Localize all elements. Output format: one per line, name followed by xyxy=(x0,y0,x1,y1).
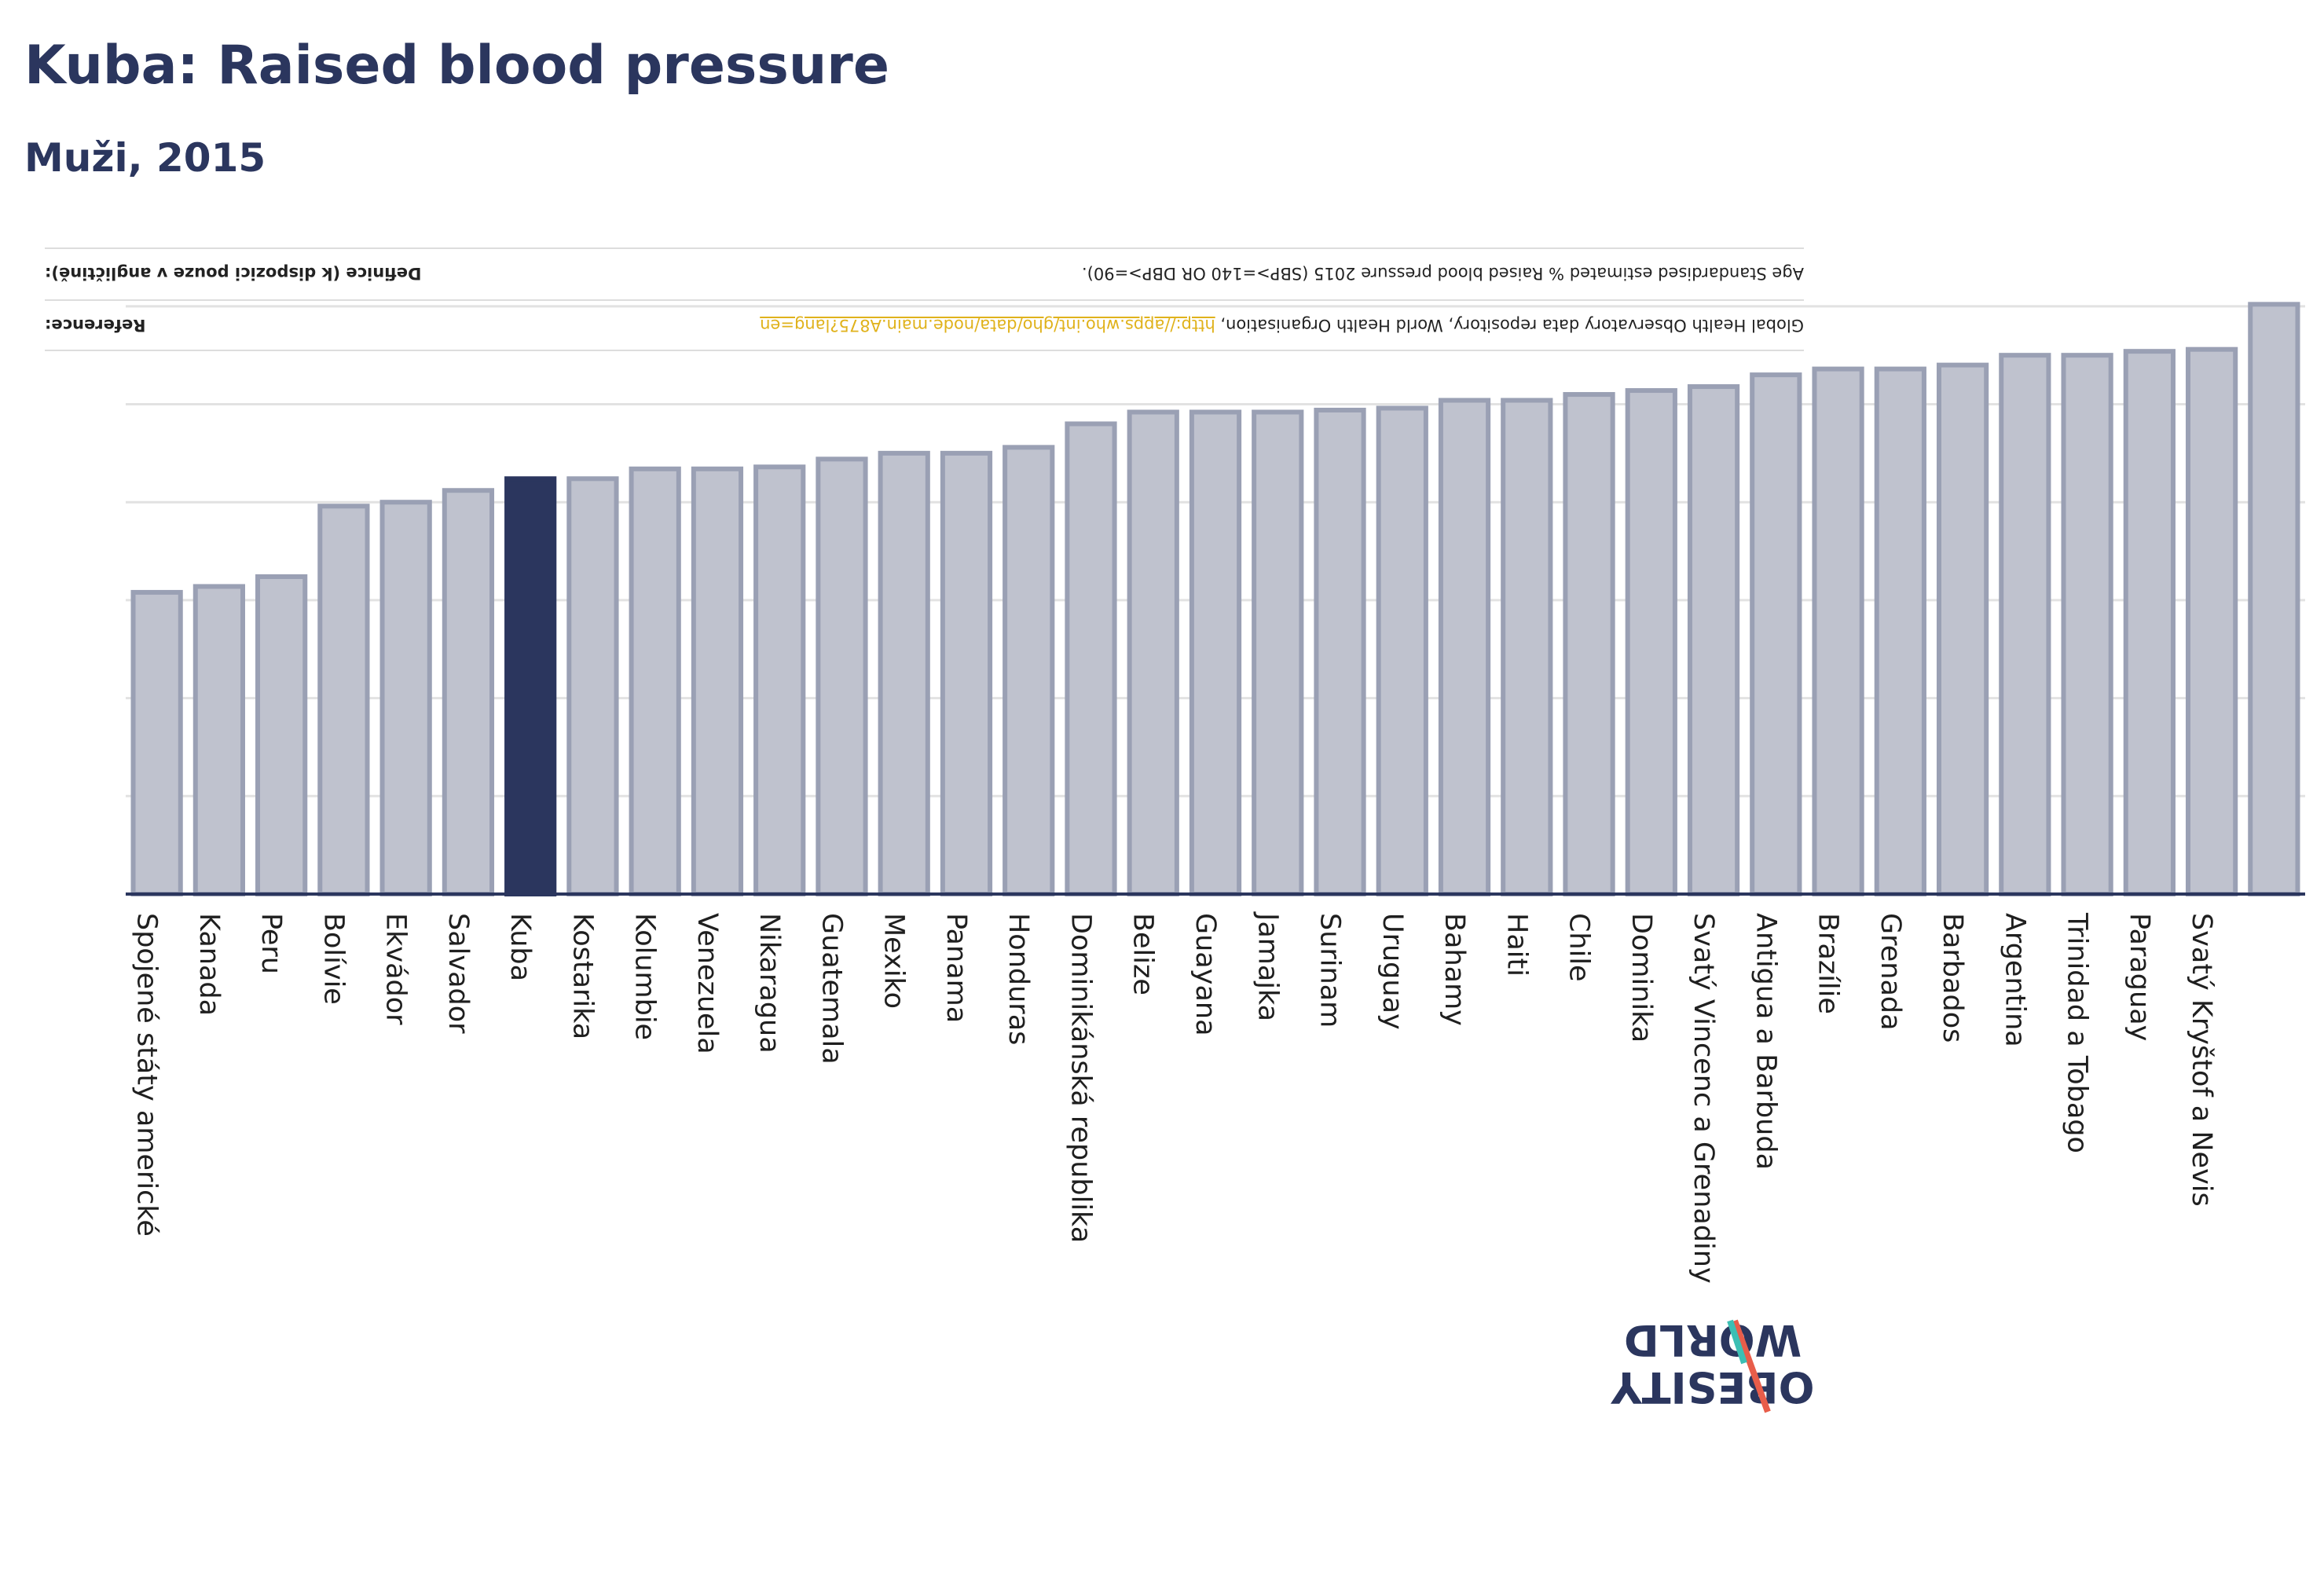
x-tick-label: Honduras xyxy=(1003,913,1034,1045)
bar xyxy=(566,476,619,896)
bar xyxy=(753,464,806,896)
bar xyxy=(1003,445,1055,896)
bar xyxy=(2061,353,2113,896)
x-tick-label: Antigua a Barbuda xyxy=(1750,913,1781,1170)
x-tick-label: Nikaragua xyxy=(753,913,785,1054)
bar xyxy=(1750,372,1802,896)
bar xyxy=(1314,407,1366,896)
x-tick-label: Argentina xyxy=(1999,913,2030,1047)
x-tick-label: Panama xyxy=(940,913,972,1023)
reference-label: Reference: xyxy=(45,316,146,335)
x-tick-label: Bolívie xyxy=(317,913,349,1005)
definition-text: Age Standardised estimated % Raised bloo… xyxy=(1082,264,1804,283)
bar xyxy=(940,450,993,896)
bar xyxy=(1252,409,1304,896)
x-tick-label: Paraguay xyxy=(2124,913,2155,1041)
definition-row: Age Standardised estimated % Raised bloo… xyxy=(45,248,1804,299)
x-tick-label: Svatý Kryštof a Nevis xyxy=(2186,913,2217,1207)
x-tick-label: Salvador xyxy=(442,913,474,1034)
bar-highlight xyxy=(504,476,557,896)
bar xyxy=(130,589,183,897)
x-tick-label: Belize xyxy=(1127,913,1159,995)
bar xyxy=(629,466,681,896)
bar xyxy=(1936,362,1989,896)
reference-text: Global Health Observatory data repositor… xyxy=(760,316,1804,335)
bar xyxy=(1065,421,1117,896)
x-tick-label: Dominika xyxy=(1626,913,1657,1043)
logo-slash-red xyxy=(1732,1319,1771,1413)
x-tick-label: Haiti xyxy=(1501,913,1532,977)
bar xyxy=(379,500,432,896)
x-tick-label: Trinidad a Tobago xyxy=(2062,912,2093,1153)
bar xyxy=(1812,366,1864,896)
bar xyxy=(2123,349,2176,897)
bar xyxy=(317,504,370,896)
logo-line2: WORLD xyxy=(1624,1316,1802,1365)
bar xyxy=(1438,398,1491,896)
x-tick-label: Venezuela xyxy=(691,913,723,1054)
bar xyxy=(1625,388,1677,897)
bar xyxy=(816,456,868,896)
x-tick-label: Svatý Vincenc a Grenadiny xyxy=(1688,913,1719,1284)
world-obesity-logo: OBESITY WORLD xyxy=(1611,1316,1815,1413)
logo-slash-teal xyxy=(1727,1319,1747,1365)
bar xyxy=(192,584,246,897)
bar xyxy=(1189,409,1242,896)
x-tick-label: Dominikánská republika xyxy=(1065,913,1096,1243)
x-tick-label: Jamajka xyxy=(1252,911,1283,1021)
bar xyxy=(878,450,930,896)
bar xyxy=(2185,346,2238,896)
x-tick-label: Kanada xyxy=(193,913,225,1016)
x-tick-label: Mexiko xyxy=(878,913,910,1009)
notes-panel: Global Health Observatory data repositor… xyxy=(45,248,1804,350)
reference-link[interactable]: http://apps.who.int/gho/data/node.main.A… xyxy=(760,316,1215,335)
x-tick-label: Bahamy xyxy=(1439,913,1470,1026)
x-tick-label: Grenada xyxy=(1875,913,1906,1031)
logo-line1: OBESITY xyxy=(1611,1362,1815,1412)
definition-label: Definice (k dispozici pouze v angličtině… xyxy=(45,264,422,283)
bar xyxy=(1127,409,1179,896)
chart-title: Kuba: Raised blood pressure xyxy=(24,35,889,97)
x-tick-label: Surinam xyxy=(1314,913,1346,1028)
x-tick-label: Barbados xyxy=(1937,913,1968,1043)
x-tick-label: Kolumbie xyxy=(629,913,661,1040)
bar xyxy=(1376,405,1428,896)
x-tick-label: Guayana xyxy=(1189,913,1221,1036)
bar xyxy=(1501,398,1553,896)
chart-subtitle: Muži, 2015 xyxy=(24,135,266,181)
bar xyxy=(1687,384,1740,896)
x-tick-label: Chile xyxy=(1563,913,1595,982)
x-tick-label: Peru xyxy=(255,913,287,974)
x-tick-label: Brazílie xyxy=(1813,913,1844,1014)
bar xyxy=(442,488,495,896)
x-tick-label: Kostarika xyxy=(566,913,598,1039)
bar xyxy=(1999,353,2051,896)
bar xyxy=(691,466,744,896)
x-tick-label: Kuba xyxy=(504,913,536,981)
bar xyxy=(1563,392,1615,896)
x-tick-label: Uruguay xyxy=(1376,913,1408,1030)
x-tick-label: Ekvádor xyxy=(380,913,412,1025)
bar xyxy=(1874,366,1926,896)
reference-row: Global Health Observatory data repositor… xyxy=(45,300,1804,350)
x-tick-label: Guatemala xyxy=(816,913,847,1065)
x-tick-label: Spojené státy americké xyxy=(131,913,163,1237)
bar xyxy=(255,574,308,896)
bar xyxy=(2248,302,2300,897)
